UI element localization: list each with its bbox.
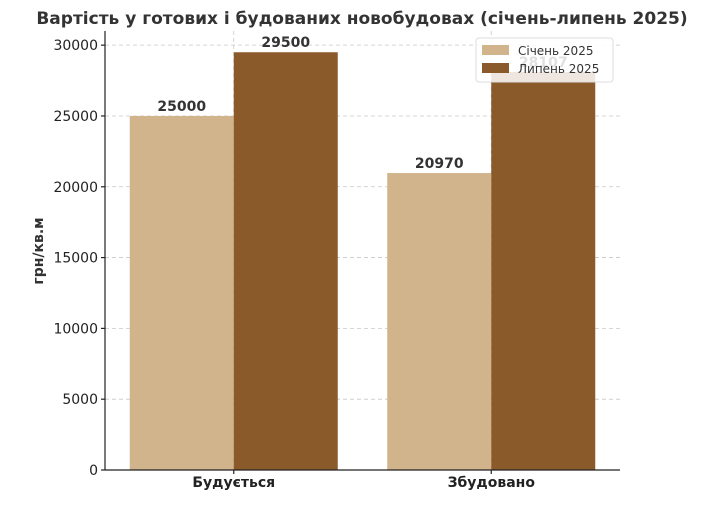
bar [387,173,492,471]
data-label: 20970 [415,156,464,172]
y-tick-label: 25000 [53,109,98,125]
y-tick-label: 30000 [53,38,98,54]
legend-label: Січень 2025 [518,44,593,58]
legend-swatch [482,45,509,55]
legend-label: Липень 2025 [518,62,599,76]
legend: Січень 2025 Липень 2025 [475,37,614,83]
chart-title: Вартість у готових і будованих новобудов… [36,9,687,29]
y-tick-label: 20000 [53,180,98,196]
data-label: 25000 [157,99,206,115]
bar [491,71,596,470]
y-tick-label: 10000 [53,321,98,337]
bar [233,52,338,470]
x-tick-label: Будується [192,475,275,491]
data-label: 29500 [261,35,310,51]
legend-box [475,37,614,83]
axes: 0 5000 10000 15000 20000 25000 30000 Будується З… [53,31,620,491]
y-axis-label: грн/кв.м [31,217,47,284]
bars [129,52,596,471]
bar [129,115,234,470]
x-tick-label: Збудовано [448,475,536,491]
legend-swatch [482,63,509,73]
y-tick-label: 5000 [62,392,98,408]
y-tick-label: 0 [89,463,98,479]
y-tick-label: 15000 [53,251,98,267]
